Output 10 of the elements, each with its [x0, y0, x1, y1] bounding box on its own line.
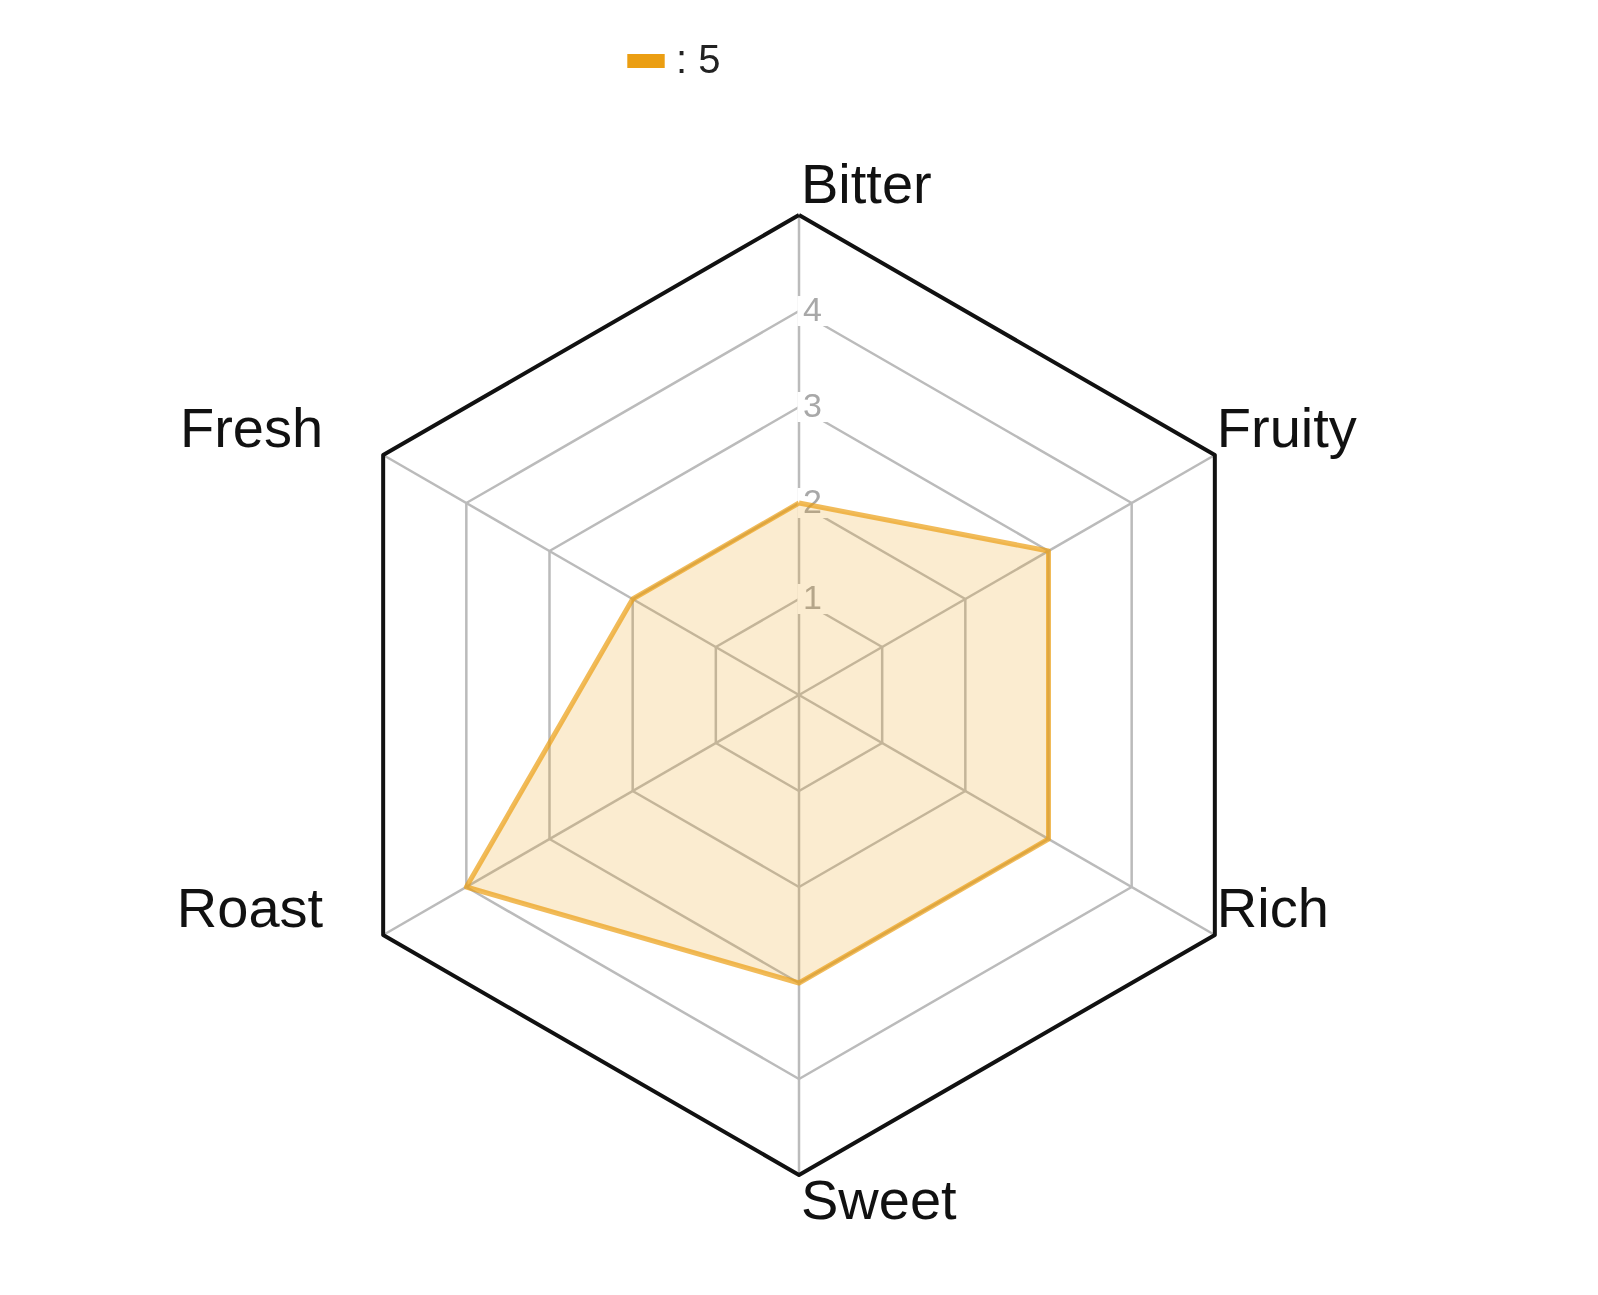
spoke-label: Roast	[176, 876, 324, 940]
y-tick-label: 4	[802, 290, 822, 329]
y-tick-label: 1	[802, 578, 822, 617]
spoke-label: Rich	[1216, 876, 1329, 940]
legend-label: : 5	[676, 37, 721, 81]
spoke-label: Bitter	[801, 152, 932, 216]
spoke-label: Fruity	[1216, 396, 1357, 460]
spoke-label: Sweet	[801, 1168, 958, 1231]
y-tick-label: 3	[802, 386, 822, 425]
spoke-label: Fresh	[180, 396, 324, 460]
